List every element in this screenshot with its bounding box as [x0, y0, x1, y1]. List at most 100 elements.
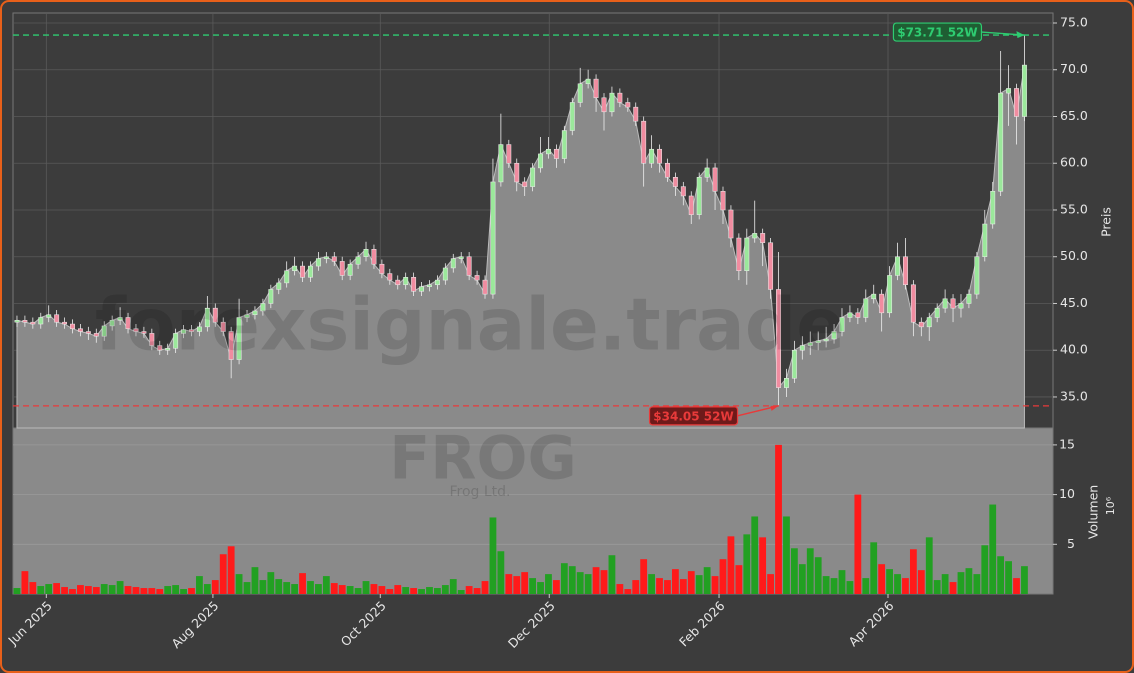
volume-bar [259, 580, 267, 594]
annotation-arrowhead [1016, 31, 1025, 39]
volume-bar [933, 580, 941, 594]
volume-bar [1005, 561, 1012, 594]
candle-body [577, 83, 583, 103]
annotation-label: $73.71 52W [897, 26, 977, 40]
candle-body [665, 162, 670, 178]
candle-body [569, 102, 575, 131]
candle-body [93, 333, 99, 337]
candle-body [38, 317, 44, 325]
candle-body [331, 256, 337, 262]
candle-body [363, 248, 369, 257]
volume-bar [767, 574, 774, 594]
volume-bar [886, 569, 893, 594]
volume-bar [894, 574, 901, 594]
candle-body [625, 102, 631, 108]
candle-body [538, 153, 543, 169]
candle-body [165, 348, 171, 351]
volume-bar [124, 586, 132, 594]
volume-bar [156, 589, 164, 594]
volume-bar [283, 582, 291, 594]
volume-bar [291, 584, 299, 594]
volume-bar [997, 556, 1005, 594]
volume-bar [703, 567, 711, 594]
candle-body [427, 284, 432, 287]
volume-bar [648, 574, 655, 594]
candle-body [442, 267, 448, 281]
volume-bar [949, 582, 957, 594]
volume-bar [37, 586, 45, 594]
volume-bar [132, 587, 140, 594]
volume-bar [77, 585, 84, 594]
volume-bar [521, 572, 529, 594]
candle-body [419, 286, 424, 292]
volume-bar [13, 588, 21, 594]
volume-bar [410, 588, 418, 594]
volume-bar [560, 563, 568, 594]
candle-body [315, 258, 321, 267]
candle-body [379, 263, 385, 274]
candle-body [942, 298, 948, 309]
candle-body [895, 256, 900, 276]
candle-body [776, 289, 781, 388]
volume-bar [568, 566, 576, 594]
candle-body [831, 331, 837, 340]
annotation-box [892, 22, 983, 42]
volume-bar [846, 581, 854, 594]
candle-body [966, 293, 972, 304]
volume-bar [608, 555, 616, 594]
volume-bar [219, 554, 227, 594]
candle-body [339, 261, 345, 276]
candle-body [308, 265, 313, 278]
volume-bar [545, 574, 552, 594]
volume-bar [671, 569, 679, 594]
candle-body [236, 317, 242, 360]
y-tick-label: 40.0 [1060, 342, 1088, 357]
volume-bar [719, 559, 727, 594]
y2-axis-title: Volumen [1086, 485, 1101, 539]
volume-bar [251, 567, 259, 594]
candle-body [292, 265, 298, 272]
annotation-box [648, 406, 739, 426]
volume-bar [164, 586, 172, 594]
candle-body [839, 317, 845, 332]
volume-bar [434, 588, 441, 594]
candle-body [791, 349, 797, 379]
volume-bar [553, 580, 560, 594]
candle-body [720, 191, 726, 211]
volume-bar [180, 589, 187, 594]
y-tick-label: 65.0 [1060, 108, 1088, 123]
candle-body [212, 307, 218, 323]
candle-body [125, 317, 131, 329]
candle-body [736, 237, 742, 272]
candle-body [871, 293, 877, 300]
y-tick-label: 70.0 [1060, 61, 1088, 76]
candle-body [371, 248, 377, 265]
volume-bar [203, 584, 211, 594]
y-tick-label: 60.0 [1060, 155, 1088, 170]
volume-bar [473, 588, 481, 594]
volume-bar [743, 534, 751, 594]
candle-body [276, 282, 282, 290]
volume-bar [775, 444, 782, 594]
volume-bar [735, 565, 743, 594]
candle-body [117, 317, 123, 321]
volume-bar [505, 574, 513, 594]
candle-body [474, 275, 480, 281]
volume-bar [854, 494, 862, 594]
candle-body [323, 256, 329, 259]
volume-bar [624, 589, 632, 594]
candle-body [918, 321, 924, 328]
y-tick-label: 75.0 [1060, 15, 1088, 30]
volume-bar [600, 570, 608, 594]
candle-body [458, 256, 464, 259]
volume-bar [196, 576, 203, 594]
volume-bar [632, 580, 640, 594]
volume-bar [513, 576, 521, 594]
candle-body [704, 167, 710, 178]
annotation-label: $34.05 52W [653, 409, 733, 423]
volume-bar [21, 571, 29, 594]
candle-body [530, 167, 536, 187]
volume-bar [1021, 566, 1028, 594]
candle-body [744, 237, 750, 272]
